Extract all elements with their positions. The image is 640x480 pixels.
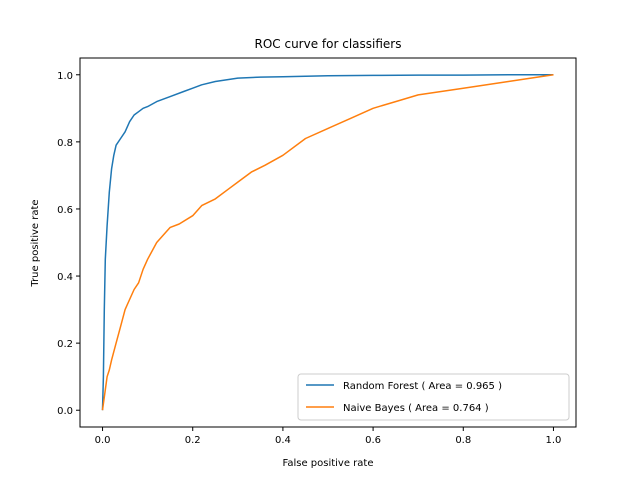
series-line-random-forest xyxy=(101,74,554,411)
chart-title: ROC curve for classifiers xyxy=(255,37,402,51)
x-tick-label-3: 0.6 xyxy=(365,435,381,446)
legend-box xyxy=(297,373,570,421)
y-axis-ticks: 0.0 0.2 0.4 0.6 0.8 1.0 xyxy=(57,71,80,417)
x-axis-ticks: 0.0 0.2 0.4 0.6 0.8 1.0 xyxy=(95,427,562,446)
legend-label-random-forest: Random Forest ( Area = 0.965 ) xyxy=(343,381,502,392)
x-tick-label-2: 0.4 xyxy=(275,435,291,446)
x-tick-label-0: 0.0 xyxy=(95,435,111,446)
x-tick-label-1: 0.2 xyxy=(185,435,201,446)
legend-label-naive-bayes: Naive Bayes ( Area = 0.764 ) xyxy=(343,403,489,414)
series-line-naive-bayes xyxy=(101,74,554,411)
y-tick-label-5: 1.0 xyxy=(57,71,73,82)
x-axis-label: False positive rate xyxy=(283,458,374,469)
x-tick-label-5: 1.0 xyxy=(546,435,562,446)
y-tick-label-4: 0.8 xyxy=(57,138,73,149)
y-axis-label: True positive rate xyxy=(30,199,41,287)
y-tick-label-0: 0.0 xyxy=(57,406,73,417)
plot-frame xyxy=(79,57,577,428)
series-layer xyxy=(101,74,554,411)
y-tick-label-1: 0.2 xyxy=(57,339,73,350)
x-tick-label-4: 0.8 xyxy=(455,435,471,446)
y-tick-label-3: 0.6 xyxy=(57,205,73,216)
y-tick-label-2: 0.4 xyxy=(57,272,73,283)
legend: Random Forest ( Area = 0.965 ) Naive Bay… xyxy=(297,373,570,421)
